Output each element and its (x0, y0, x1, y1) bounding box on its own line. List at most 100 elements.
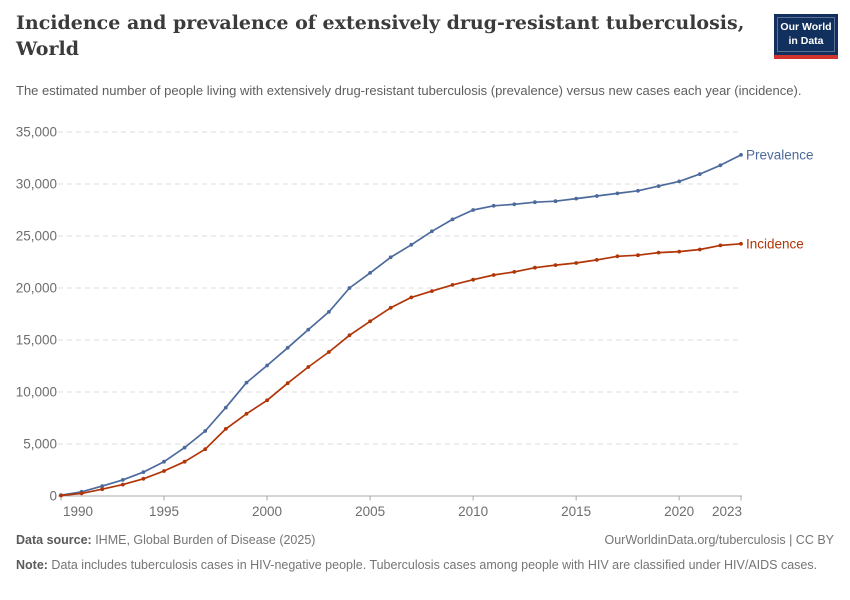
data-point-incidence[interactable] (141, 476, 146, 481)
data-point-incidence[interactable] (739, 241, 743, 246)
x-tick-label: 2010 (458, 504, 488, 519)
data-point-prevalence[interactable] (430, 229, 434, 234)
series-line-incidence[interactable] (60, 242, 742, 497)
data-point-incidence[interactable] (182, 459, 187, 464)
data-point-incidence[interactable] (677, 249, 682, 254)
data-point-prevalence[interactable] (244, 380, 249, 385)
data-point-prevalence[interactable] (450, 217, 455, 222)
x-axis-labels: 1990 1995 2000 2005 2010 2015 2020 2023 (63, 504, 742, 519)
data-point-prevalence[interactable] (409, 242, 414, 247)
data-point-incidence[interactable] (718, 243, 723, 248)
data-point-incidence[interactable] (223, 427, 228, 431)
data-source-text: IHME, Global Burden of Disease (2025) (91, 533, 316, 547)
series-label-prevalence: Prevalence (746, 147, 814, 162)
chart-note-label: Note: (16, 558, 48, 572)
chart-subtitle: The estimated number of people living wi… (16, 83, 802, 98)
data-point-prevalence[interactable] (491, 203, 496, 208)
data-point-incidence[interactable] (327, 350, 331, 354)
data-point-incidence[interactable] (409, 295, 414, 300)
data-point-prevalence[interactable] (739, 153, 743, 157)
data-point-prevalence[interactable] (615, 191, 620, 196)
y-tick-label: 25,000 (16, 229, 57, 244)
data-point-incidence[interactable] (162, 469, 166, 473)
data-point-prevalence[interactable] (347, 286, 352, 290)
data-point-incidence[interactable] (471, 277, 475, 282)
page-title-line1: Incidence and prevalence of extensively … (16, 12, 745, 34)
data-point-prevalence[interactable] (285, 345, 290, 350)
data-point-incidence[interactable] (79, 491, 84, 496)
data-point-incidence[interactable] (615, 254, 620, 259)
data-point-incidence[interactable] (59, 493, 63, 498)
series-incidence[interactable]: Incidence (59, 236, 804, 498)
data-point-incidence[interactable] (306, 365, 311, 369)
data-point-prevalence[interactable] (306, 327, 311, 332)
data-point-incidence[interactable] (574, 261, 579, 265)
data-point-incidence[interactable] (697, 247, 702, 252)
data-point-incidence[interactable] (120, 482, 125, 487)
data-point-incidence[interactable] (285, 381, 290, 386)
chart-note: Note: Data includes tuberculosis cases i… (16, 556, 836, 575)
data-point-prevalence[interactable] (265, 363, 269, 368)
data-point-incidence[interactable] (594, 258, 599, 262)
page-title: Incidence and prevalence of extensively … (16, 10, 776, 62)
data-point-incidence[interactable] (553, 263, 558, 267)
license-link[interactable]: OurWorldinData.org/tuberculosis | CC BY (604, 533, 835, 547)
data-point-incidence[interactable] (656, 250, 661, 255)
x-axis (58, 495, 742, 501)
data-point-prevalence[interactable] (203, 429, 208, 433)
data-source-label: Data source: (16, 533, 92, 547)
x-tick-label: 2005 (355, 504, 385, 519)
y-tick-label: 35,000 (16, 125, 57, 140)
data-point-prevalence[interactable] (553, 199, 558, 204)
data-point-prevalence[interactable] (718, 163, 723, 168)
y-tick-label: 20,000 (16, 281, 57, 296)
data-point-incidence[interactable] (100, 487, 105, 492)
series-label-incidence: Incidence (746, 236, 804, 251)
owid-logo-line1: Our World (780, 21, 832, 33)
data-point-incidence[interactable] (512, 270, 517, 274)
data-point-prevalence[interactable] (327, 310, 331, 314)
data-point-prevalence[interactable] (574, 196, 579, 201)
y-axis-labels: 0 5,000 10,000 15,000 20,000 25,000 30,000 35,0… (16, 125, 57, 504)
data-point-prevalence[interactable] (677, 179, 682, 184)
data-point-incidence[interactable] (388, 305, 393, 310)
data-point-prevalence[interactable] (100, 484, 105, 488)
data-point-incidence[interactable] (636, 253, 640, 258)
data-point-prevalence[interactable] (697, 172, 702, 177)
data-point-incidence[interactable] (265, 398, 269, 403)
data-point-incidence[interactable] (430, 289, 434, 293)
data-point-prevalence[interactable] (656, 184, 661, 189)
series-line-prevalence[interactable] (60, 154, 742, 497)
data-point-prevalence[interactable] (162, 459, 166, 464)
data-point-prevalence[interactable] (471, 208, 475, 212)
data-point-prevalence[interactable] (533, 200, 537, 205)
data-point-incidence[interactable] (450, 283, 455, 287)
x-tick-label: 1990 (63, 504, 93, 519)
data-point-incidence[interactable] (368, 319, 372, 324)
data-point-prevalence[interactable] (512, 202, 517, 207)
owid-logo[interactable]: Our World in Data (774, 14, 838, 60)
data-point-incidence[interactable] (347, 333, 352, 338)
data-point-prevalence[interactable] (594, 194, 599, 198)
data-point-prevalence[interactable] (368, 271, 372, 275)
y-tick-label: 5,000 (23, 437, 57, 452)
data-point-prevalence[interactable] (120, 478, 125, 482)
data-point-prevalence[interactable] (636, 188, 640, 193)
data-point-incidence[interactable] (491, 273, 496, 277)
data-point-prevalence[interactable] (141, 470, 146, 474)
data-point-prevalence[interactable] (182, 445, 187, 450)
series-prevalence[interactable]: Prevalence (59, 147, 814, 498)
data-point-prevalence[interactable] (388, 255, 393, 260)
owid-logo-text: Our World in Data (777, 17, 835, 53)
y-tick-label: 10,000 (16, 385, 57, 400)
y-tick-label: 0 (49, 489, 57, 504)
data-point-prevalence[interactable] (223, 405, 228, 410)
data-source: Data source: IHME, Global Burden of Dise… (16, 533, 315, 547)
chart-note-text: Data includes tuberculosis cases in HIV-… (47, 558, 818, 572)
y-gridlines (58, 131, 742, 445)
data-point-incidence[interactable] (203, 447, 208, 452)
data-point-incidence[interactable] (244, 411, 249, 416)
data-point-incidence[interactable] (533, 265, 537, 270)
